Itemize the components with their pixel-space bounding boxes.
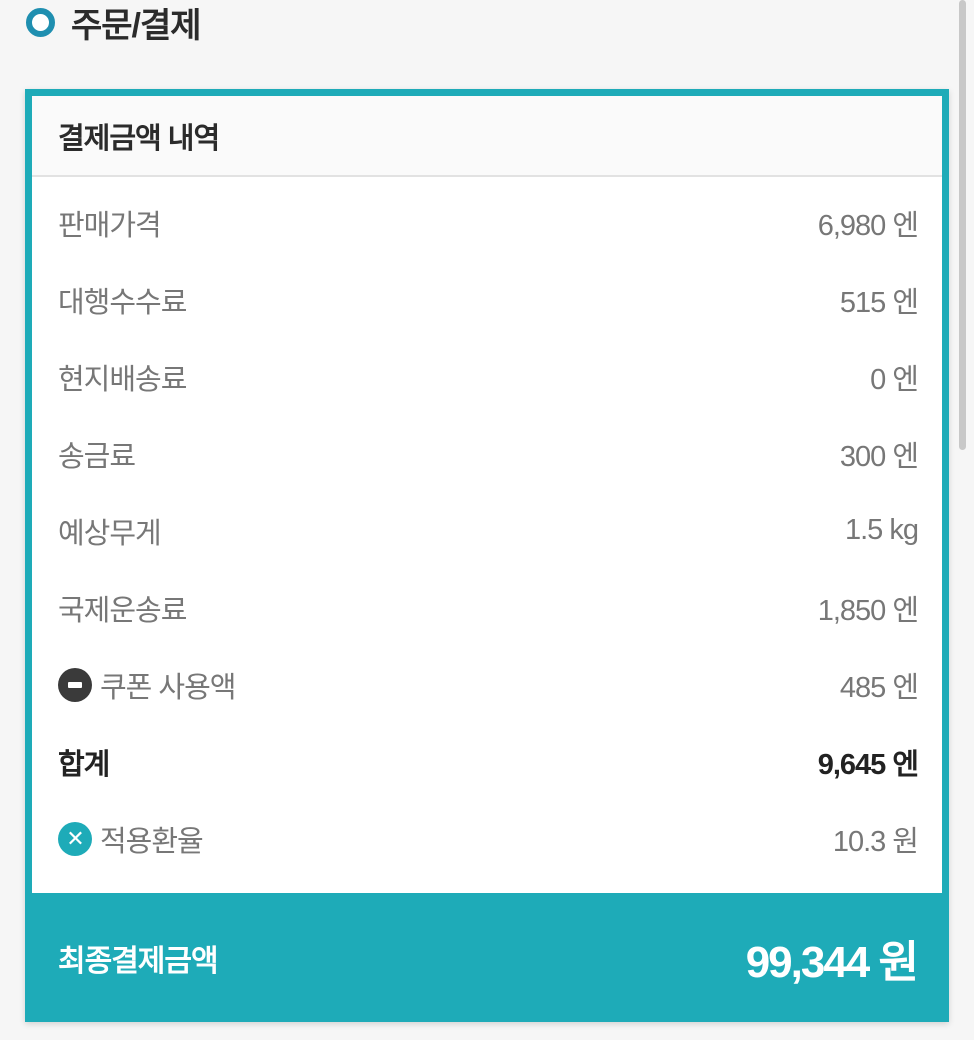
row-label: 현지배송료 — [58, 363, 187, 396]
row-value: 1.5 kg — [845, 514, 919, 546]
card-header: 결제금액 내역 — [32, 96, 942, 177]
payment-summary-card: 결제금액 내역 판매가격 6,980 엔 대행수수료 515 엔 현지배송료 0 엔 … — [25, 89, 949, 1022]
row-value: 485 엔 — [839, 671, 919, 704]
row-estimated-weight: 예상무게 1.5 kg — [58, 492, 919, 569]
row-exchange-rate: ✕ 적용환율 10.3 원 — [58, 800, 919, 877]
row-agency-fee: 대행수수료 515 엔 — [58, 261, 919, 338]
row-label: 송금료 — [58, 440, 136, 473]
row-value: 1,850 엔 — [817, 594, 919, 627]
page-title: 주문/결제 — [26, 0, 202, 45]
final-payment-bar: 최종결제금액 99,344 원 — [25, 893, 949, 1022]
row-value: 515 엔 — [839, 286, 919, 319]
row-label: 국제운송료 — [58, 594, 187, 627]
row-label: 합계 — [58, 748, 110, 781]
scrollbar[interactable] — [959, 0, 966, 450]
row-value: 9,645 엔 — [817, 748, 919, 781]
row-label: 쿠폰 사용액 — [100, 671, 236, 704]
row-label: 대행수수료 — [58, 286, 187, 319]
final-payment-label: 최종결제금액 — [58, 944, 219, 978]
row-value: 6,980 엔 — [817, 209, 919, 242]
row-label: 예상무게 — [58, 517, 162, 550]
row-value: 0 엔 — [870, 363, 919, 396]
bullet-ring-icon — [26, 7, 55, 37]
row-sale-price: 판매가격 6,980 엔 — [58, 184, 919, 261]
row-value: 300 엔 — [839, 440, 919, 473]
row-coupon: 쿠폰 사용액 485 엔 — [58, 646, 919, 723]
row-label: 판매가격 — [58, 209, 162, 242]
page-title-text: 주문/결제 — [71, 6, 202, 45]
row-total: 합계 9,645 엔 — [58, 723, 919, 800]
final-payment-value: 99,344 원 — [745, 937, 919, 987]
row-label: 적용환율 — [100, 825, 204, 858]
row-value: 10.3 원 — [832, 825, 919, 858]
row-remittance-fee: 송금료 300 엔 — [58, 415, 919, 492]
row-local-shipping: 현지배송료 0 엔 — [58, 338, 919, 415]
times-circle-icon: ✕ — [58, 821, 92, 856]
row-international-shipping: 국제운송료 1,850 엔 — [58, 569, 919, 646]
minus-circle-icon — [58, 667, 92, 702]
